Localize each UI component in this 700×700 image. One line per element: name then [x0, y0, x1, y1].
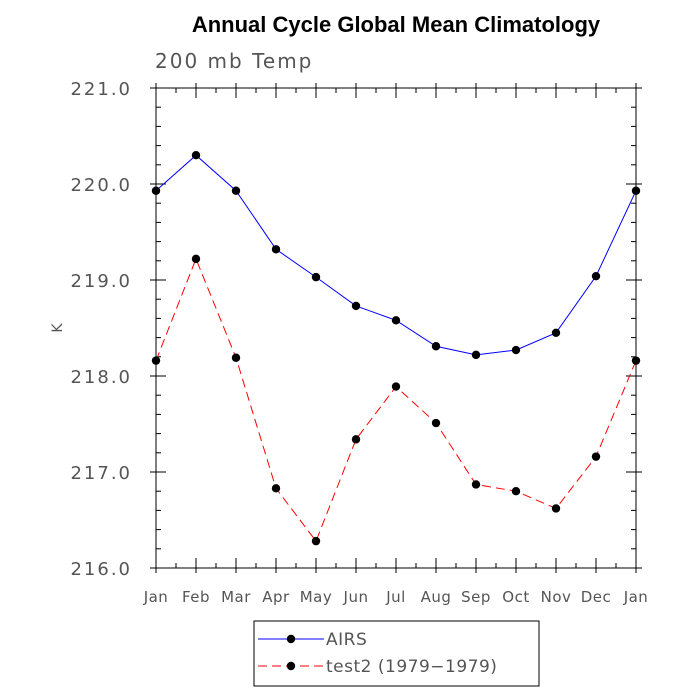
chart-subtitle: 200 mb Temp — [155, 49, 313, 73]
y-tick-label: 216.0 — [70, 559, 132, 580]
x-tick-label: Apr — [262, 588, 290, 606]
series-1-point — [191, 254, 201, 264]
x-tick-label: Jul — [385, 588, 406, 606]
series-layer — [151, 151, 641, 546]
series-1-point — [471, 480, 481, 489]
x-tick-label: Sep — [461, 588, 491, 606]
x-tick-label: Jan — [623, 588, 649, 606]
x-tick-label: Oct — [502, 588, 529, 606]
x-tick-label: Dec — [581, 588, 612, 606]
series-0-point — [311, 272, 321, 282]
series-0-point — [591, 271, 601, 281]
y-tick-label: 221.0 — [70, 79, 132, 100]
series-0-point — [431, 342, 441, 351]
plot-frame — [155, 87, 637, 569]
series-1-point — [591, 452, 601, 461]
series-1-point — [431, 418, 441, 428]
series-0-point — [271, 245, 281, 254]
series-1-point — [511, 487, 521, 496]
series-0-point — [191, 151, 201, 160]
legend-label-test2: test2 (1979−1979) — [326, 657, 497, 677]
legend-marker-airs — [286, 634, 296, 644]
series-line-1 — [155, 257, 637, 543]
legend-label-airs: AIRS — [326, 630, 367, 650]
series-0-point — [391, 316, 401, 325]
x-tick-label: May — [300, 588, 333, 606]
x-tick-label: Feb — [182, 588, 210, 606]
legend-box — [253, 620, 540, 687]
y-tick-label: 220.0 — [70, 175, 132, 196]
x-tick-label: Mar — [221, 588, 251, 606]
legend-marker-test2 — [286, 661, 296, 671]
x-tick-label: Nov — [541, 588, 572, 606]
series-0-point — [511, 345, 521, 355]
y-tick-label: 219.0 — [70, 271, 132, 292]
x-tick-label: Jun — [343, 588, 369, 606]
x-tick-label: Jan — [143, 588, 169, 606]
x-tick-label: Aug — [421, 588, 452, 606]
series-1-point — [391, 382, 401, 391]
tick-labels: Jan Feb Mar Apr May Jun Jul Aug Sep Oct Nov Dec Jan 2… — [70, 79, 649, 606]
y-tick-label: 218.0 — [70, 367, 132, 388]
series-1-point — [311, 536, 321, 546]
legend: AIRS test2 (1979−1979) — [253, 620, 540, 687]
series-line-0 — [155, 154, 637, 356]
chart-title: Annual Cycle Global Mean Climatology — [192, 12, 601, 37]
y-axis-label: K — [50, 323, 66, 333]
series-1-point — [271, 484, 281, 493]
series-0-point — [551, 328, 561, 337]
series-1-point — [231, 353, 241, 362]
series-0-point — [351, 301, 361, 311]
y-tick-label: 217.0 — [70, 463, 132, 484]
series-0-point — [471, 350, 481, 360]
series-0-point — [231, 186, 241, 195]
series-1-point — [351, 435, 361, 444]
series-1-point — [551, 504, 561, 513]
